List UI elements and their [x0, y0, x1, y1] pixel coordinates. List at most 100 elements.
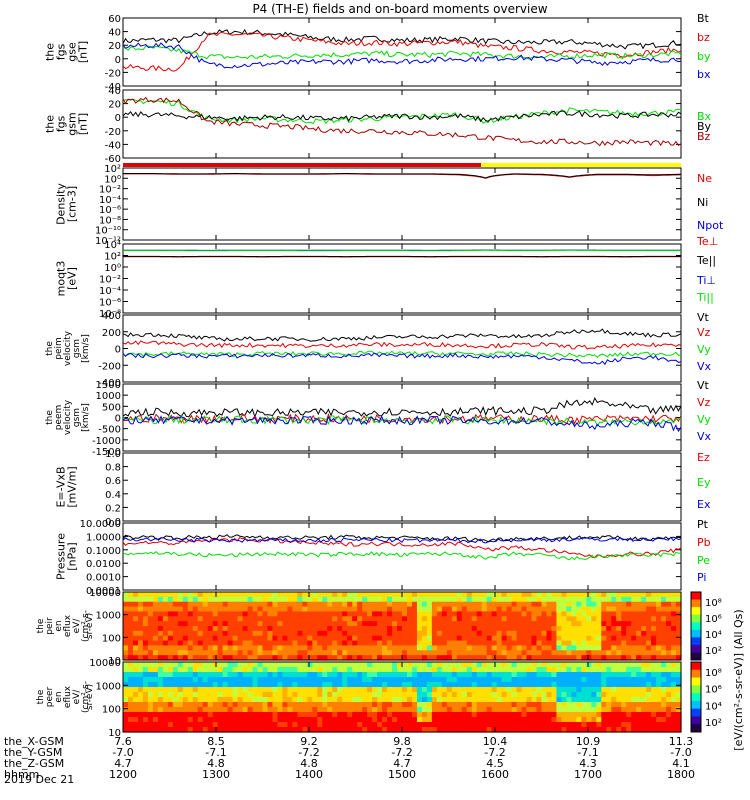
axis-row-value: -7.2	[298, 746, 319, 759]
heatmap-cell	[656, 640, 662, 647]
heatmap-cell	[501, 596, 508, 603]
heatmap-cell	[466, 626, 473, 632]
heatmap-cell	[402, 611, 408, 617]
heatmap-cell	[611, 621, 617, 627]
heatmap-cell	[352, 677, 358, 683]
heatmap-cell	[132, 687, 139, 693]
heatmap-cell	[456, 606, 463, 613]
heatmap-cell	[282, 662, 289, 668]
heatmap-cell	[441, 727, 448, 733]
heatmap-cell	[237, 697, 244, 703]
heatmap-cell	[367, 655, 373, 661]
heatmap-cell	[636, 672, 642, 678]
heatmap-cell	[157, 635, 164, 642]
heatmap-cell	[302, 687, 308, 693]
heatmap-cell	[322, 687, 328, 693]
heatmap-cell	[132, 682, 139, 688]
heatmap-cell	[137, 655, 144, 661]
heatmap-cell	[541, 662, 548, 668]
heatmap-cell	[516, 606, 523, 613]
heatmap-cell	[481, 692, 488, 698]
heatmap-cell	[631, 722, 637, 728]
heatmap-cell	[476, 677, 483, 683]
axis-row-label: the_X-GSM	[4, 735, 64, 748]
heatmap-cell	[406, 621, 413, 627]
heatmap-cell	[641, 712, 647, 718]
heatmap-cell	[282, 712, 289, 718]
heatmap-cell	[192, 722, 199, 728]
heatmap-cell	[656, 722, 662, 728]
heatmap-cell	[182, 697, 189, 703]
heatmap-cell	[217, 650, 224, 656]
axis-row-value: 7.6	[114, 735, 132, 748]
heatmap-cell	[132, 606, 139, 613]
heatmap-cell	[586, 655, 592, 661]
heatmap-cell	[606, 601, 612, 608]
heatmap-cell	[671, 655, 677, 661]
heatmap-cell	[187, 692, 194, 698]
heatmap-cell	[596, 616, 602, 622]
heatmap-cell	[237, 682, 244, 688]
heatmap-cell	[182, 645, 189, 651]
heatmap-cell	[661, 702, 667, 708]
heatmap-cell	[586, 596, 592, 603]
heatmap-cell	[202, 697, 209, 703]
heatmap-cell	[132, 635, 139, 642]
heatmap-cell	[636, 722, 642, 728]
heatmap-cell	[651, 677, 657, 683]
heatmap-cell	[342, 611, 348, 617]
heatmap-cell	[616, 707, 622, 713]
heatmap-cell	[397, 687, 403, 693]
heatmap-cell	[123, 662, 129, 668]
heatmap-cell	[277, 655, 284, 661]
heatmap-cell	[476, 640, 483, 647]
heatmap-cell	[172, 655, 179, 661]
heatmap-cell	[157, 650, 164, 656]
heatmap-cell	[566, 672, 572, 678]
heatmap-cell	[367, 611, 373, 617]
heatmap-cell	[601, 687, 607, 693]
heatmap-cell	[147, 640, 154, 647]
heatmap-cell	[172, 722, 179, 728]
heatmap-cell	[327, 611, 333, 617]
heatmap-cell	[581, 592, 587, 598]
heatmap-cell	[491, 667, 498, 673]
heatmap-cell	[671, 650, 677, 656]
heatmap-cell	[377, 630, 383, 637]
legend-bx: bx	[697, 68, 711, 81]
heatmap-cell	[162, 712, 169, 718]
heatmap-cell	[187, 697, 194, 703]
heatmap-cell	[426, 667, 433, 673]
heatmap-cell	[137, 722, 144, 728]
heatmap-cell	[292, 640, 298, 647]
heatmap-cell	[666, 645, 672, 651]
heatmap-cell	[481, 592, 488, 598]
heatmap-cell	[676, 672, 682, 678]
heatmap-cell	[486, 645, 493, 651]
heatmap-cell	[232, 611, 239, 617]
heatmap-cell	[147, 596, 154, 603]
heatmap-cell	[372, 650, 378, 656]
heatmap-cell	[631, 611, 637, 617]
heatmap-cell	[187, 702, 194, 708]
heatmap-cell	[431, 611, 438, 617]
heatmap-cell	[282, 606, 289, 613]
heatmap-cell	[536, 672, 543, 678]
heatmap-cell	[367, 635, 373, 642]
heatmap-cell	[501, 697, 508, 703]
heatmap-cell	[466, 702, 473, 708]
heatmap-cell	[392, 692, 398, 698]
heatmap-cell	[262, 630, 269, 637]
heatmap-cell	[641, 626, 647, 632]
heatmap-cell	[352, 650, 358, 656]
heatmap-cell	[317, 682, 323, 688]
heatmap-cell	[137, 677, 144, 683]
heatmap-cell	[202, 645, 209, 651]
heatmap-cell	[626, 601, 632, 608]
heatmap-cell	[347, 650, 353, 656]
heatmap-cell	[476, 682, 483, 688]
heatmap-cell	[666, 697, 672, 703]
heatmap-cell	[357, 722, 363, 728]
heatmap-cell	[287, 662, 293, 668]
heatmap-cell	[581, 712, 587, 718]
